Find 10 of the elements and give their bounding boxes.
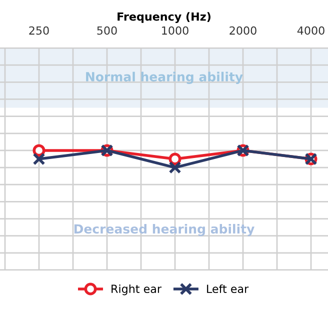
legend-label: Left ear [207,284,249,294]
x-tick-label: 250 [29,26,49,35]
x-tick-label: 500 [97,26,117,35]
x-tick-label: 2000 [230,26,256,35]
x-tick-label: 4000 [297,26,324,35]
text: Decreased hearing ability [74,224,254,236]
x-axis-title: Frequency (Hz) [118,12,210,23]
band-label: Normal hearing ability [86,72,243,84]
legend-label: Right ear [112,284,162,296]
x-tick-label: 1000 [162,26,188,35]
